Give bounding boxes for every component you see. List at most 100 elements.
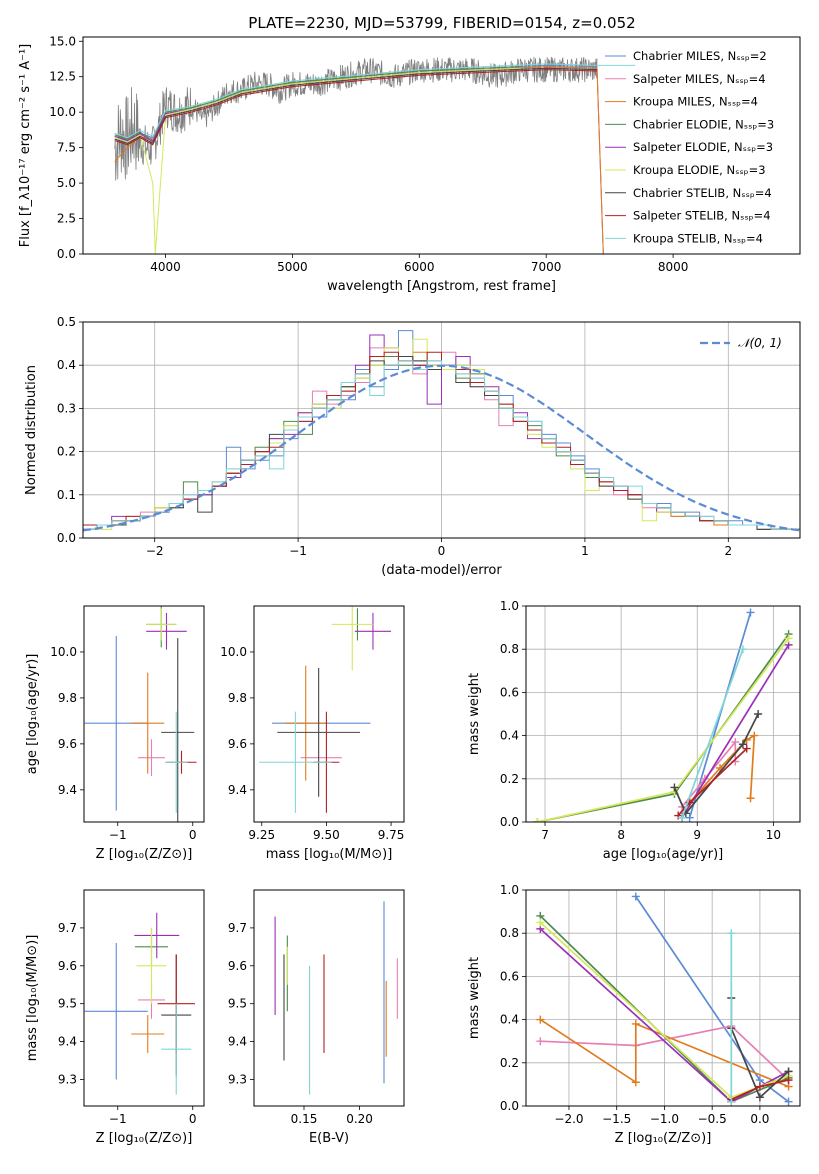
weight-marker <box>536 1015 545 1024</box>
weight-marker <box>670 783 679 792</box>
x-tick-label: −1 <box>289 544 307 558</box>
y-tick-label: 10.0 <box>49 105 76 119</box>
y-tick-label: 0.2 <box>500 772 519 786</box>
weight-line-kroupa-stelib <box>681 648 744 818</box>
y-tick-label: 2.5 <box>57 212 76 226</box>
axes-frame <box>525 889 801 1107</box>
y-tick-label: 7.5 <box>57 141 76 155</box>
x-axis-label: age [log₁₀(age/yr)] <box>603 847 724 862</box>
y-tick-label: 0.4 <box>500 729 519 743</box>
weight-marker <box>746 608 755 617</box>
x-tick-label: −1.0 <box>650 1112 679 1126</box>
x-tick-label: 1 <box>581 544 589 558</box>
weight-marker <box>742 744 751 753</box>
axes-frame <box>253 605 405 823</box>
x-axis-label: Z [log₁₀(Z/Z⊙)] <box>96 1131 193 1146</box>
y-tick-label: 12.5 <box>49 70 76 84</box>
x-tick-label: 9.25 <box>248 828 275 842</box>
weight-marker <box>784 1067 793 1076</box>
weight-marker <box>750 731 759 740</box>
weight-marker <box>784 1097 793 1106</box>
axes-frame <box>83 605 205 823</box>
panel-age_vs_Z: −1 0 9.4 9.6 9.8 10.0 Z [log₁₀(Z/Z⊙)] age [log₁… <box>25 605 205 862</box>
x-tick-label: 0.0 <box>750 1112 769 1126</box>
x-tick-label: −2 <box>146 544 164 558</box>
x-tick-label: 10 <box>766 828 781 842</box>
x-tick-label: 8 <box>617 828 625 842</box>
y-tick-label: 10.0 <box>220 645 247 659</box>
weight-marker <box>536 1037 545 1046</box>
y-tick-label: 9.6 <box>58 737 77 751</box>
legend-label: Salpeter STELIB, Nₛₛₚ=4 <box>633 209 771 223</box>
y-tick-label: 9.5 <box>228 997 247 1011</box>
x-tick-label: 0.15 <box>291 1112 318 1126</box>
weight-line-salpeter-stelib <box>677 747 748 817</box>
y-tick-label: 9.5 <box>58 997 77 1011</box>
y-tick-label: 0.2 <box>57 445 76 459</box>
y-axis-label: Flux [f_λ10⁻¹⁷ erg cm⁻² s⁻¹ A⁻¹] <box>18 44 33 248</box>
plot-area <box>84 606 197 822</box>
panel-mass_vs_EBV: 0.15 0.20 9.3 9.4 9.5 9.6 9.7 E(B-V) <box>228 889 405 1146</box>
x-axis-label: wavelength [Angstrom, rest frame] <box>327 279 556 294</box>
x-tick-label: 9 <box>693 828 701 842</box>
x-axis-label: mass [log₁₀(M/M⊙)] <box>266 847 393 862</box>
y-tick-label: 0.6 <box>500 685 519 699</box>
weight-line-kroupa-miles <box>539 1018 789 1088</box>
weight-marker <box>727 1097 736 1106</box>
residuals-legend: 𝒩(0, 1) <box>700 336 782 350</box>
x-tick-label: 0 <box>189 1112 197 1126</box>
x-tick-label: −1.5 <box>602 1112 631 1126</box>
x-tick-label: 9.75 <box>378 828 405 842</box>
axes-frame <box>83 889 205 1107</box>
y-tick-label: 9.6 <box>228 737 247 751</box>
x-axis-label: Z [log₁₀(Z/Z⊙)] <box>615 1131 712 1146</box>
y-tick-label: 9.6 <box>228 959 247 973</box>
legend-label: 𝒩(0, 1) <box>738 336 782 350</box>
y-tick-label: 9.8 <box>58 691 77 705</box>
weight-marker <box>536 918 545 927</box>
panel-mass_vs_Z: −1 0 9.3 9.4 9.5 9.6 9.7 Z [log₁₀(Z/Z⊙)] mass [l… <box>25 889 205 1146</box>
y-tick-label: 9.7 <box>58 921 77 935</box>
legend-label: Chabrier ELODIE, Nₛₛₚ=3 <box>633 117 774 131</box>
weight-line-salpeter-miles <box>540 1025 790 1081</box>
y-tick-label: 9.7 <box>228 921 247 935</box>
x-tick-label: 7 <box>541 828 549 842</box>
plot-area <box>536 892 793 1106</box>
y-axis-label: mass weight <box>467 957 482 1039</box>
weight-line-chabrier-miles <box>688 612 752 818</box>
weight-marker <box>755 1093 764 1102</box>
gaussian-reference-curve <box>83 364 800 532</box>
y-tick-label: 1.0 <box>500 599 519 613</box>
weight-marker <box>533 818 542 822</box>
plot-area <box>259 606 392 813</box>
y-axis-label: age [log₁₀(age/yr)] <box>25 654 40 775</box>
weight-marker <box>738 645 747 654</box>
weight-marker <box>738 740 747 749</box>
y-axis-label: mass weight <box>467 673 482 755</box>
x-tick-label: 9.50 <box>313 828 340 842</box>
spectrum-legend: Chabrier MILES, Nₛₛₚ=2 Salpeter MILES, Nₛ… <box>605 49 774 245</box>
x-tick-label: 2 <box>724 544 732 558</box>
plot-area <box>83 330 800 532</box>
model-line-chabrier-elodie <box>114 66 521 141</box>
y-axis-label: Normed distribution <box>24 365 39 495</box>
legend-label: Chabrier MILES, Nₛₛₚ=2 <box>633 49 767 63</box>
y-tick-label: 0.0 <box>57 531 76 545</box>
y-tick-label: 0.4 <box>500 1013 519 1027</box>
weight-marker <box>754 710 763 718</box>
y-tick-label: 0.8 <box>500 642 519 656</box>
weight-line-salpeter-elodie <box>681 644 790 819</box>
y-axis-label: mass [log₁₀(M/M⊙)] <box>25 935 40 1062</box>
x-tick-label: −2.0 <box>554 1112 583 1126</box>
x-tick-label: 8000 <box>658 260 689 274</box>
histogram-kroupa-stelib <box>83 360 800 530</box>
y-tick-label: 9.3 <box>228 1072 247 1086</box>
weight-marker <box>678 813 687 822</box>
axes-frame <box>82 36 801 255</box>
model-line-kroupa-elodie <box>114 67 521 254</box>
panel-weight_vs_age: 7 8 9 10 0.0 0.2 0.4 0.6 0.8 1.0 age [log₁₀(age/yr… <box>467 599 801 862</box>
weight-marker <box>631 1019 640 1028</box>
y-tick-label: 9.4 <box>228 783 247 797</box>
y-tick-label: 9.4 <box>228 1035 247 1049</box>
